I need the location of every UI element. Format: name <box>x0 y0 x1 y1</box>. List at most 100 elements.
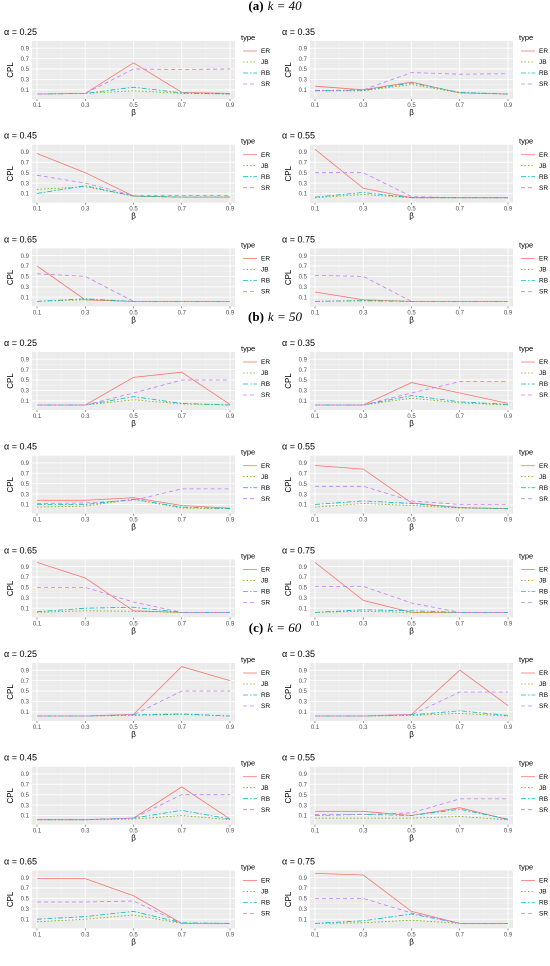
x-tick-label: 0.5 <box>407 621 416 627</box>
y-axis-label: CPL <box>284 269 293 285</box>
x-tick-label: 0.9 <box>504 725 513 731</box>
x-tick-label: 0.9 <box>504 414 513 420</box>
x-tick-label: 0.1 <box>33 725 42 731</box>
legend-label: SR <box>539 185 548 192</box>
x-tick-label: 0.9 <box>226 310 235 316</box>
x-tick-label: 0.7 <box>178 207 187 213</box>
y-tick-label: 0.1 <box>299 917 308 923</box>
legend-title: type <box>519 137 533 146</box>
x-tick-label: 0.9 <box>226 932 235 938</box>
y-tick-label: 0.3 <box>299 596 308 602</box>
y-axis-label: CPL <box>284 787 293 803</box>
legend-label: RB <box>261 70 270 77</box>
legend-label: JB <box>539 370 547 377</box>
chart-title: α = 0.75 <box>282 545 315 555</box>
chart-panel: α = 0.35 0.1 0.3 0.5 0.7 0.9 0.1 0.3 0.5 0.7 0.9 β C… <box>282 27 548 117</box>
legend-label: ER <box>539 670 548 677</box>
y-tick-label: 0.7 <box>299 575 308 581</box>
y-tick-label: 0.1 <box>299 814 308 820</box>
x-tick-label: 0.1 <box>311 725 320 731</box>
x-tick-label: 0.7 <box>456 207 465 213</box>
legend-label: SR <box>261 600 270 607</box>
series-line-rb <box>315 395 509 406</box>
x-tick-label: 0.1 <box>33 518 42 524</box>
y-tick-label: 0.5 <box>21 67 30 73</box>
y-tick-label: 0.3 <box>21 285 30 291</box>
series-line-rb <box>37 396 231 406</box>
x-axis-label: β <box>409 626 414 635</box>
x-tick-label: 0.1 <box>311 829 320 835</box>
y-tick-label: 0.5 <box>21 689 30 695</box>
x-tick-label: 0.7 <box>178 725 187 731</box>
x-tick-label: 0.7 <box>456 103 465 109</box>
series-line-rb <box>37 809 231 821</box>
x-tick-label: 0.3 <box>81 310 90 316</box>
legend-label: RB <box>261 381 270 388</box>
y-tick-label: 0.9 <box>299 876 308 882</box>
series-line-sr <box>36 488 230 504</box>
x-tick-label: 0.9 <box>226 621 235 627</box>
y-axis-label: CPL <box>6 891 15 907</box>
legend-label: ER <box>539 774 548 781</box>
y-tick-label: 0.5 <box>21 897 30 903</box>
legend-label: RB <box>539 174 548 181</box>
legend-label: SR <box>261 81 270 88</box>
y-tick-label: 0.7 <box>299 368 308 374</box>
x-tick-label: 0.5 <box>129 829 138 835</box>
chart-panel: α = 0.25 0.1 0.3 0.5 0.7 0.9 0.1 0.3 0.5 0.7 0.9 β C… <box>4 338 270 428</box>
chart-panel: α = 0.45 0.1 0.3 0.5 0.7 0.9 0.1 0.3 0.5 0.7 0.9 β C… <box>4 442 270 532</box>
legend-title: type <box>241 137 255 146</box>
x-tick-label: 0.9 <box>504 310 513 316</box>
y-tick-label: 0.9 <box>21 254 30 260</box>
y-tick-label: 0.9 <box>299 254 308 260</box>
x-tick-label: 0.1 <box>33 103 42 109</box>
chart-panel: α = 0.65 0.1 0.3 0.5 0.7 0.9 0.1 0.3 0.5 0.7 0.9 β C… <box>4 856 270 946</box>
legend-title: type <box>519 344 533 353</box>
x-axis-label: β <box>409 523 414 532</box>
legend-title: type <box>519 240 533 249</box>
y-tick-label: 0.7 <box>21 783 30 789</box>
x-tick-label: 0.7 <box>456 932 465 938</box>
y-axis-label: CPL <box>284 891 293 907</box>
x-tick-label: 0.1 <box>33 829 42 835</box>
chart-title: α = 0.35 <box>282 27 315 37</box>
y-tick-label: 0.7 <box>21 472 30 478</box>
y-tick-label: 0.3 <box>299 181 308 187</box>
x-axis-label: β <box>409 834 414 843</box>
series-line-rb <box>36 910 231 924</box>
legend-label: RB <box>261 174 270 181</box>
y-tick-label: 0.1 <box>21 88 30 94</box>
chart-title: α = 0.55 <box>282 442 315 452</box>
x-tick-label: 0.7 <box>456 725 465 731</box>
x-tick-label: 0.1 <box>311 932 320 938</box>
series-line-jb <box>36 299 230 302</box>
x-tick-label: 0.9 <box>504 518 513 524</box>
legend-label: JB <box>261 267 269 274</box>
x-tick-label: 0.5 <box>129 310 138 316</box>
x-tick-label: 0.5 <box>129 103 138 109</box>
y-tick-label: 0.7 <box>21 264 30 270</box>
legend-label: ER <box>539 152 548 159</box>
series-line-sr <box>315 586 508 613</box>
y-tick-label: 0.3 <box>21 389 30 395</box>
series-line-jb <box>36 186 230 198</box>
x-tick-label: 0.3 <box>359 518 368 524</box>
legend-label: JB <box>261 59 269 66</box>
legend-label: SR <box>539 911 548 918</box>
legend-title: type <box>241 655 255 664</box>
y-tick-label: 0.9 <box>21 46 30 52</box>
y-tick-label: 0.1 <box>299 503 308 509</box>
legend-label: ER <box>261 152 270 159</box>
chart-panel: α = 0.35 0.1 0.3 0.5 0.7 0.9 0.1 0.3 0.5 0.7 0.9 β C… <box>282 649 548 739</box>
x-tick-label: 0.3 <box>81 414 90 420</box>
chart-panel: α = 0.25 0.1 0.3 0.5 0.7 0.9 0.1 0.3 0.5 0.7 0.9 β C… <box>4 27 270 117</box>
legend-label: ER <box>261 463 270 470</box>
section-prefix: (b) <box>248 309 264 324</box>
y-tick-label: 0.5 <box>299 689 308 695</box>
x-axis-label: β <box>131 937 136 946</box>
legend-label: JB <box>261 474 269 481</box>
y-tick-label: 0.1 <box>21 192 30 198</box>
legend-label: SR <box>261 703 270 710</box>
x-tick-label: 0.3 <box>359 829 368 835</box>
legend-label: RB <box>261 900 270 907</box>
